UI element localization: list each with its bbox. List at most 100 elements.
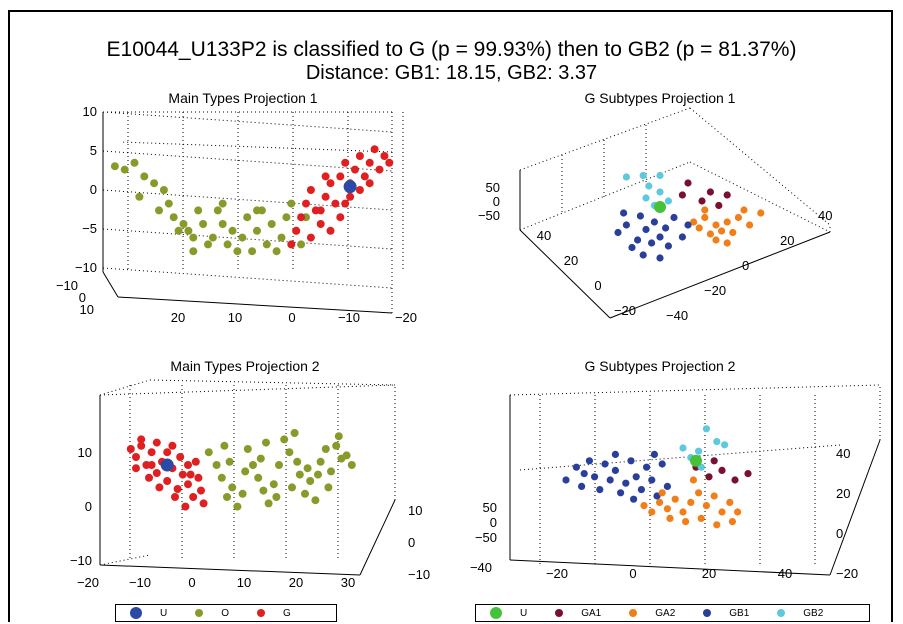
point-gb2 xyxy=(695,447,703,455)
legend-item-u: U xyxy=(130,607,167,619)
point-gb1 xyxy=(614,228,622,237)
point-ga2 xyxy=(746,221,754,229)
point-g xyxy=(132,453,140,461)
point-gb1 xyxy=(642,225,650,234)
legend-label-g: G xyxy=(283,607,291,619)
point-gb1 xyxy=(572,463,581,471)
axis-line xyxy=(609,231,831,319)
point-gb1 xyxy=(656,254,664,262)
x-tick-label: −10 xyxy=(129,575,151,590)
axis-line xyxy=(117,296,393,314)
point-g xyxy=(287,240,296,249)
x-tick-label: 20 xyxy=(702,566,716,581)
point-g xyxy=(336,172,345,181)
x-tick-label: −20 xyxy=(546,566,568,581)
z-tick-label: −5 xyxy=(82,221,97,236)
point-o xyxy=(199,220,208,228)
x-tick-label: 30 xyxy=(341,575,355,590)
point-ga2 xyxy=(728,518,737,526)
point-gb1 xyxy=(578,482,586,490)
z-tick-label: 0 xyxy=(490,515,497,530)
legend-marker-ga1 xyxy=(555,609,564,617)
point-ga1 xyxy=(684,179,692,187)
point-g xyxy=(163,448,172,457)
point-ga1 xyxy=(715,201,723,210)
legend-label-ga1: GA1 xyxy=(581,607,602,619)
x-tick-label: 0 xyxy=(288,310,295,325)
point-ga2 xyxy=(671,495,679,503)
point-o xyxy=(262,438,270,447)
point-o xyxy=(259,486,268,495)
point-o xyxy=(277,233,286,242)
point-o xyxy=(233,247,242,256)
chart-title-main-proj1: Main Types Projection 1 xyxy=(168,90,318,106)
point-gb2 xyxy=(721,441,729,449)
point-g xyxy=(189,493,198,501)
point-ga2 xyxy=(740,206,748,214)
point-gb1 xyxy=(585,457,594,465)
point-ga2 xyxy=(695,224,703,232)
point-o xyxy=(272,247,281,256)
grid-line xyxy=(102,267,393,289)
point-g xyxy=(184,480,192,489)
axis-line xyxy=(99,564,361,576)
point-gb1 xyxy=(664,242,673,250)
point-o xyxy=(303,464,312,473)
axis-line xyxy=(99,379,151,396)
axis-line xyxy=(829,439,881,576)
point-g xyxy=(199,499,208,508)
point-o xyxy=(327,467,335,476)
legend-label-gb2: GB2 xyxy=(803,607,824,619)
point-o xyxy=(285,448,294,457)
point-o xyxy=(342,451,351,460)
legend-item-o: O xyxy=(195,608,229,619)
point-g xyxy=(321,172,330,181)
point-g xyxy=(351,165,359,174)
point-o xyxy=(135,192,144,201)
point-o xyxy=(223,493,231,501)
point-g xyxy=(316,206,325,215)
point-g xyxy=(326,226,335,235)
figure-subtitle: Distance: GB1: 18.15, GB2: 3.37 xyxy=(305,62,598,84)
point-gb1 xyxy=(662,224,670,232)
point-o xyxy=(194,206,203,215)
point-ga2 xyxy=(656,498,664,506)
point-gb1 xyxy=(632,473,640,481)
point-g xyxy=(168,441,177,450)
point-g xyxy=(145,473,153,482)
point-gb1 xyxy=(653,492,661,500)
point-ga1 xyxy=(731,476,739,484)
legend-marker-gb1 xyxy=(703,609,712,617)
point-o xyxy=(243,445,252,453)
x-tick-label: 20 xyxy=(171,310,185,325)
point-o xyxy=(218,199,227,208)
axis-line xyxy=(519,107,691,171)
point-ga2 xyxy=(679,508,687,516)
right-axis-tick-label: −20 xyxy=(704,283,726,298)
point-gb2 xyxy=(622,173,631,181)
point-o xyxy=(217,473,226,482)
point-gb2 xyxy=(656,188,664,196)
point-o xyxy=(204,448,213,457)
point-g xyxy=(197,486,205,495)
point-o xyxy=(332,441,341,450)
point-ga2 xyxy=(726,498,734,506)
point-gb1 xyxy=(670,213,678,222)
point-o xyxy=(253,206,261,215)
point-g xyxy=(326,179,335,188)
point-o xyxy=(293,457,302,466)
point-gb2 xyxy=(656,171,664,180)
axis-line xyxy=(689,161,831,233)
point-g xyxy=(132,464,140,473)
point-o xyxy=(174,226,183,235)
point-ga2 xyxy=(687,498,695,506)
point-ga1 xyxy=(678,191,687,199)
point-o xyxy=(140,172,149,181)
point-ga2 xyxy=(640,502,648,510)
point-g xyxy=(137,435,146,444)
point-u xyxy=(690,454,702,467)
point-gb1 xyxy=(643,463,651,471)
legend-label-sub-u: U xyxy=(520,607,528,619)
point-ga2 xyxy=(658,489,666,497)
point-o xyxy=(256,454,265,463)
